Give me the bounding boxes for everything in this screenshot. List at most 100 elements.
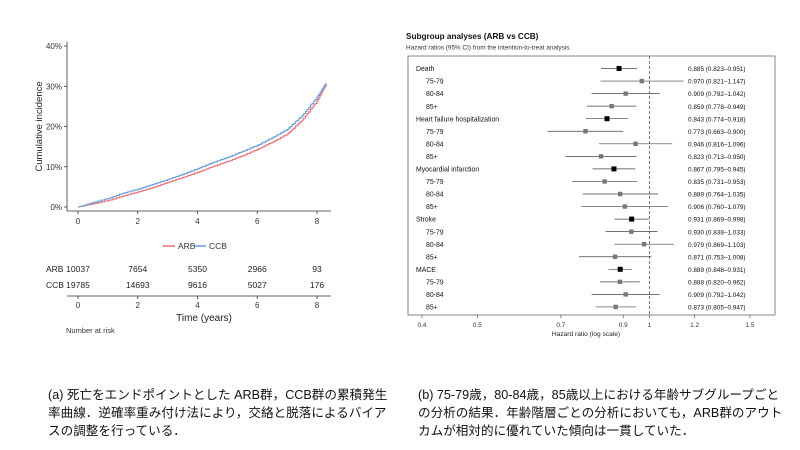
hr-value-text: 0.906 (0.760–1.079) <box>688 204 746 211</box>
risk-axis-label: 0 <box>76 301 81 310</box>
subgroup-label: 85+ <box>426 104 438 111</box>
risk-cell: 93 <box>312 264 322 274</box>
hr-value-text: 0.930 (0.838–1.033) <box>688 229 746 236</box>
risk-cell: 10037 <box>66 264 90 274</box>
hr-marker <box>623 292 628 297</box>
hr-value-text: 0.909 (0.792–1.042) <box>688 91 746 98</box>
hr-marker <box>609 103 614 109</box>
risk-cell: 19785 <box>66 280 90 290</box>
hr-value-text: 0.823 (0.713–0.950) <box>688 154 746 161</box>
hr-marker <box>598 154 604 159</box>
forest-x-axis-title: Hazard ratio (log scale) <box>552 331 620 338</box>
forest-x-tick-label: 0.5 <box>473 322 482 329</box>
subgroup-label: 75-79 <box>426 229 444 236</box>
hr-value-text: 0.931 (0.869–0.998) <box>688 217 746 224</box>
subgroup-label: 75-79 <box>426 79 444 86</box>
hr-value-text: 0.909 (0.792–1.042) <box>688 292 746 299</box>
hr-value-text: 0.835 (0.731–0.953) <box>688 179 746 186</box>
forest-x-tick-label: 1 <box>648 322 652 329</box>
hr-marker <box>604 116 610 122</box>
x-tick-label: 2 <box>136 217 141 226</box>
risk-axis-label: 2 <box>136 301 141 310</box>
x-axis-title: Time (years) <box>176 313 232 324</box>
outcome-label: MACE <box>416 267 436 274</box>
hr-marker <box>583 129 588 134</box>
x-tick-label: 4 <box>195 217 200 226</box>
hr-marker <box>623 91 628 96</box>
hr-marker <box>612 254 618 259</box>
legend-label-arb: ARB <box>178 241 196 251</box>
forest-x-tick-label: 1.5 <box>746 322 755 329</box>
y-tick-label: 40% <box>46 42 62 51</box>
outcome-label: Myocardial infarction <box>416 167 479 174</box>
subgroup-label: 85+ <box>426 204 438 211</box>
hr-marker <box>629 229 634 234</box>
hr-marker <box>602 179 607 184</box>
subgroup-label: 85+ <box>426 154 438 161</box>
outcome-label: Heart failure hospitalization <box>416 116 499 123</box>
hr-value-text: 0.946 (0.816–1.096) <box>688 141 746 148</box>
risk-row-label: CCB <box>46 280 64 290</box>
risk-axis-label: 6 <box>255 301 260 310</box>
risk-cell: 14693 <box>126 280 150 290</box>
subgroup-label: 80-84 <box>426 192 444 199</box>
hr-value-text: 0.889 (0.764–1.035) <box>688 192 746 199</box>
hr-value-text: 0.859 (0.778–0.949) <box>688 104 746 111</box>
hr-marker <box>633 141 638 146</box>
y-tick-label: 30% <box>46 82 62 91</box>
series-line-arb <box>78 84 327 208</box>
hr-value-text: 0.885 (0.823–0.951) <box>688 66 746 73</box>
subgroup-label: 85+ <box>426 254 438 261</box>
hr-value-text: 0.871 (0.753–1.008) <box>688 254 746 261</box>
hr-marker <box>611 166 617 172</box>
hr-marker <box>641 242 647 247</box>
subgroup-label: 85+ <box>426 305 438 312</box>
hr-marker <box>629 216 635 222</box>
subgroup-label: 75-79 <box>426 179 444 186</box>
hr-marker <box>622 204 628 209</box>
series-line-ccb <box>78 83 327 208</box>
risk-cell: 7654 <box>128 264 147 274</box>
hr-marker <box>613 304 618 310</box>
hr-value-text: 0.773 (0.663–0.900) <box>688 129 746 136</box>
subgroup-forest-panel: Subgroup analyses (ARB vs CCB) Hazard rat… <box>406 32 776 338</box>
y-tick-label: 20% <box>46 123 62 132</box>
hr-value-text: 0.889 (0.848–0.931) <box>688 267 746 274</box>
outcome-label: Death <box>416 66 435 73</box>
legend-label-ccb: CCB <box>209 241 227 251</box>
y-axis-title: Cumulative incidence <box>34 81 45 171</box>
hr-value-text: 0.979 (0.869–1.103) <box>688 242 746 249</box>
subgroup-label: 80-84 <box>426 91 444 98</box>
subgroup-label: 80-84 <box>426 141 444 148</box>
hr-value-text: 0.867 (0.795–0.945) <box>688 167 746 174</box>
risk-table-title: Number at risk <box>66 326 115 335</box>
hr-value-text: 0.970 (0.821–1.147) <box>688 79 746 86</box>
x-tick-label: 0 <box>76 217 81 226</box>
forest-x-tick-label: 0.9 <box>619 322 628 329</box>
hr-marker <box>617 279 623 285</box>
risk-row-label: ARB <box>46 264 64 274</box>
subgroup-label: 75-79 <box>426 279 444 286</box>
hr-marker <box>617 191 623 197</box>
y-tick-label: 10% <box>46 163 62 172</box>
risk-axis-label: 8 <box>315 301 320 310</box>
hr-value-text: 0.843 (0.774–0.918) <box>688 116 746 123</box>
forest-x-tick-label: 1.2 <box>690 322 699 329</box>
hr-marker <box>616 66 622 71</box>
risk-cell: 5027 <box>248 280 267 290</box>
hr-marker <box>639 78 645 84</box>
caption-a: (a) 死亡をエンドポイントとした ARB群，CCB群の累積発生率曲線．逆確率重… <box>48 388 388 438</box>
cumulative-incidence-panel: 0% 10% 20% 30% 40% 0 2 4 6 8 Cumulative incidence A… <box>34 42 331 335</box>
forest-subtitle: Hazard ratios (95% CI) from the intentio… <box>406 45 571 52</box>
x-tick-label: 8 <box>315 217 320 226</box>
x-tick-label: 6 <box>255 217 260 226</box>
y-tick-label: 0% <box>50 203 62 212</box>
risk-cell: 176 <box>310 280 324 290</box>
forest-title: Subgroup analyses (ARB vs CCB) <box>406 32 539 41</box>
hr-value-text: 0.888 (0.820–0.962) <box>688 279 746 286</box>
risk-axis-label: 4 <box>195 301 200 310</box>
risk-cell: 2966 <box>248 264 267 274</box>
forest-frame <box>407 55 776 316</box>
subgroup-label: 75-79 <box>426 129 444 136</box>
forest-x-tick-label: 0.7 <box>556 322 565 329</box>
